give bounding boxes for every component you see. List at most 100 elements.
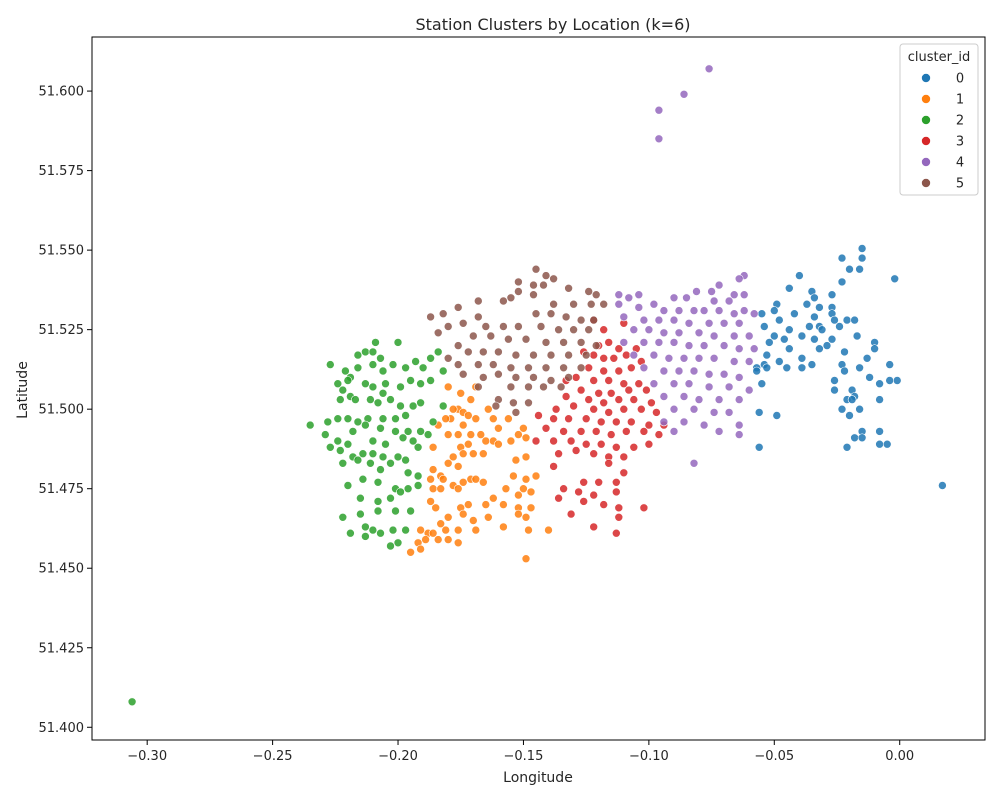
data-point-cluster-1 [521,452,531,462]
data-point-cluster-1 [466,395,476,404]
data-point-cluster-2 [413,442,423,452]
data-point-cluster-2 [358,474,368,484]
data-point-cluster-4 [639,363,649,373]
data-point-cluster-2 [368,360,378,369]
data-point-cluster-5 [549,299,558,309]
data-point-cluster-2 [366,395,375,404]
data-point-cluster-3 [589,376,599,385]
data-point-cluster-4 [719,369,729,379]
data-point-cluster-3 [554,449,563,459]
data-point-cluster-4 [704,64,714,74]
data-point-cluster-5 [481,322,491,331]
data-point-cluster-1 [453,462,463,471]
data-point-cluster-2 [378,452,388,462]
data-point-cluster-5 [591,341,601,350]
data-point-cluster-2 [346,528,355,538]
data-point-cluster-4 [749,344,759,354]
data-point-cluster-0 [827,290,837,300]
data-point-cluster-4 [654,338,664,347]
data-point-cluster-0 [840,366,849,376]
data-point-cluster-4 [714,280,724,290]
data-point-cluster-2 [386,395,395,404]
y-tick-label: 51.575 [39,164,85,179]
chart-title: Station Clusters by Location (k=6) [416,15,691,34]
data-point-cluster-5 [589,315,599,325]
data-point-cluster-4 [624,293,634,303]
data-point-cluster-0 [797,363,807,373]
data-point-cluster-0 [857,253,867,263]
data-point-cluster-4 [707,287,716,296]
x-axis: −0.30 −0.25 −0.20 −0.15 −0.10 −0.05 0.00 [127,740,914,764]
data-point-cluster-4 [619,312,629,322]
data-point-cluster-3 [564,414,573,424]
data-point-cluster-4 [709,353,719,363]
data-point-cluster-3 [579,497,589,506]
data-point-cluster-3 [599,398,609,408]
data-point-cluster-0 [890,274,900,284]
data-point-cluster-2 [408,401,418,411]
data-point-cluster-3 [639,503,649,513]
data-point-cluster-1 [494,423,503,433]
data-point-cluster-2 [376,528,385,538]
data-point-cluster-1 [441,414,451,424]
data-point-cluster-2 [335,446,345,455]
data-point-cluster-3 [639,427,649,436]
data-point-cluster-3 [596,417,606,427]
data-point-cluster-0 [875,379,884,389]
data-point-cluster-5 [478,347,488,357]
data-point-cluster-5 [531,264,541,274]
data-point-cluster-3 [559,427,568,436]
data-point-cluster-4 [729,357,739,366]
data-point-cluster-1 [458,420,468,430]
data-point-cluster-3 [626,363,636,373]
data-point-cluster-0 [857,433,867,443]
data-point-cluster-0 [764,338,774,347]
data-point-cluster-2 [353,455,363,465]
data-point-cluster-5 [458,369,468,379]
data-point-cluster-1 [494,439,503,449]
data-point-cluster-1 [488,414,498,424]
data-point-cluster-4 [704,369,714,379]
data-point-cluster-2 [353,363,363,373]
data-point-cluster-3 [611,417,621,427]
data-point-cluster-4 [734,274,744,284]
data-point-cluster-2 [401,455,410,465]
data-point-cluster-4 [614,299,624,309]
data-point-cluster-1 [521,554,531,564]
data-point-cluster-2 [376,353,385,363]
data-point-cluster-4 [674,366,684,376]
data-point-cluster-4 [634,303,644,312]
data-point-cluster-5 [564,283,573,293]
data-point-cluster-0 [805,322,814,331]
data-point-cluster-4 [709,296,719,306]
data-point-cluster-2 [320,430,330,439]
data-point-cluster-2 [366,458,375,468]
data-point-cluster-5 [569,325,578,335]
data-point-cluster-3 [614,512,624,522]
data-point-cluster-5 [506,382,516,392]
data-point-cluster-4 [669,404,679,414]
data-point-cluster-2 [338,385,348,395]
data-point-cluster-3 [614,395,624,404]
data-point-cluster-5 [556,382,566,392]
data-point-cluster-3 [634,379,644,389]
data-point-cluster-3 [576,385,586,395]
data-point-cluster-5 [541,271,551,280]
data-point-cluster-4 [639,315,649,325]
data-point-cluster-2 [396,401,405,411]
data-point-cluster-0 [862,353,872,363]
data-point-cluster-4 [704,382,714,392]
data-point-cluster-4 [629,325,639,335]
data-point-cluster-2 [426,353,435,363]
data-point-cluster-3 [589,404,599,414]
data-point-cluster-3 [584,395,594,404]
data-point-cluster-0 [784,344,794,354]
data-point-cluster-1 [521,474,531,484]
data-point-cluster-3 [611,477,621,487]
data-point-cluster-5 [524,363,533,373]
legend-box [899,43,979,196]
data-point-cluster-1 [506,436,516,446]
y-tick-label: 51.600 [39,85,85,100]
data-point-cluster-3 [581,414,591,424]
data-point-cluster-1 [544,525,553,535]
